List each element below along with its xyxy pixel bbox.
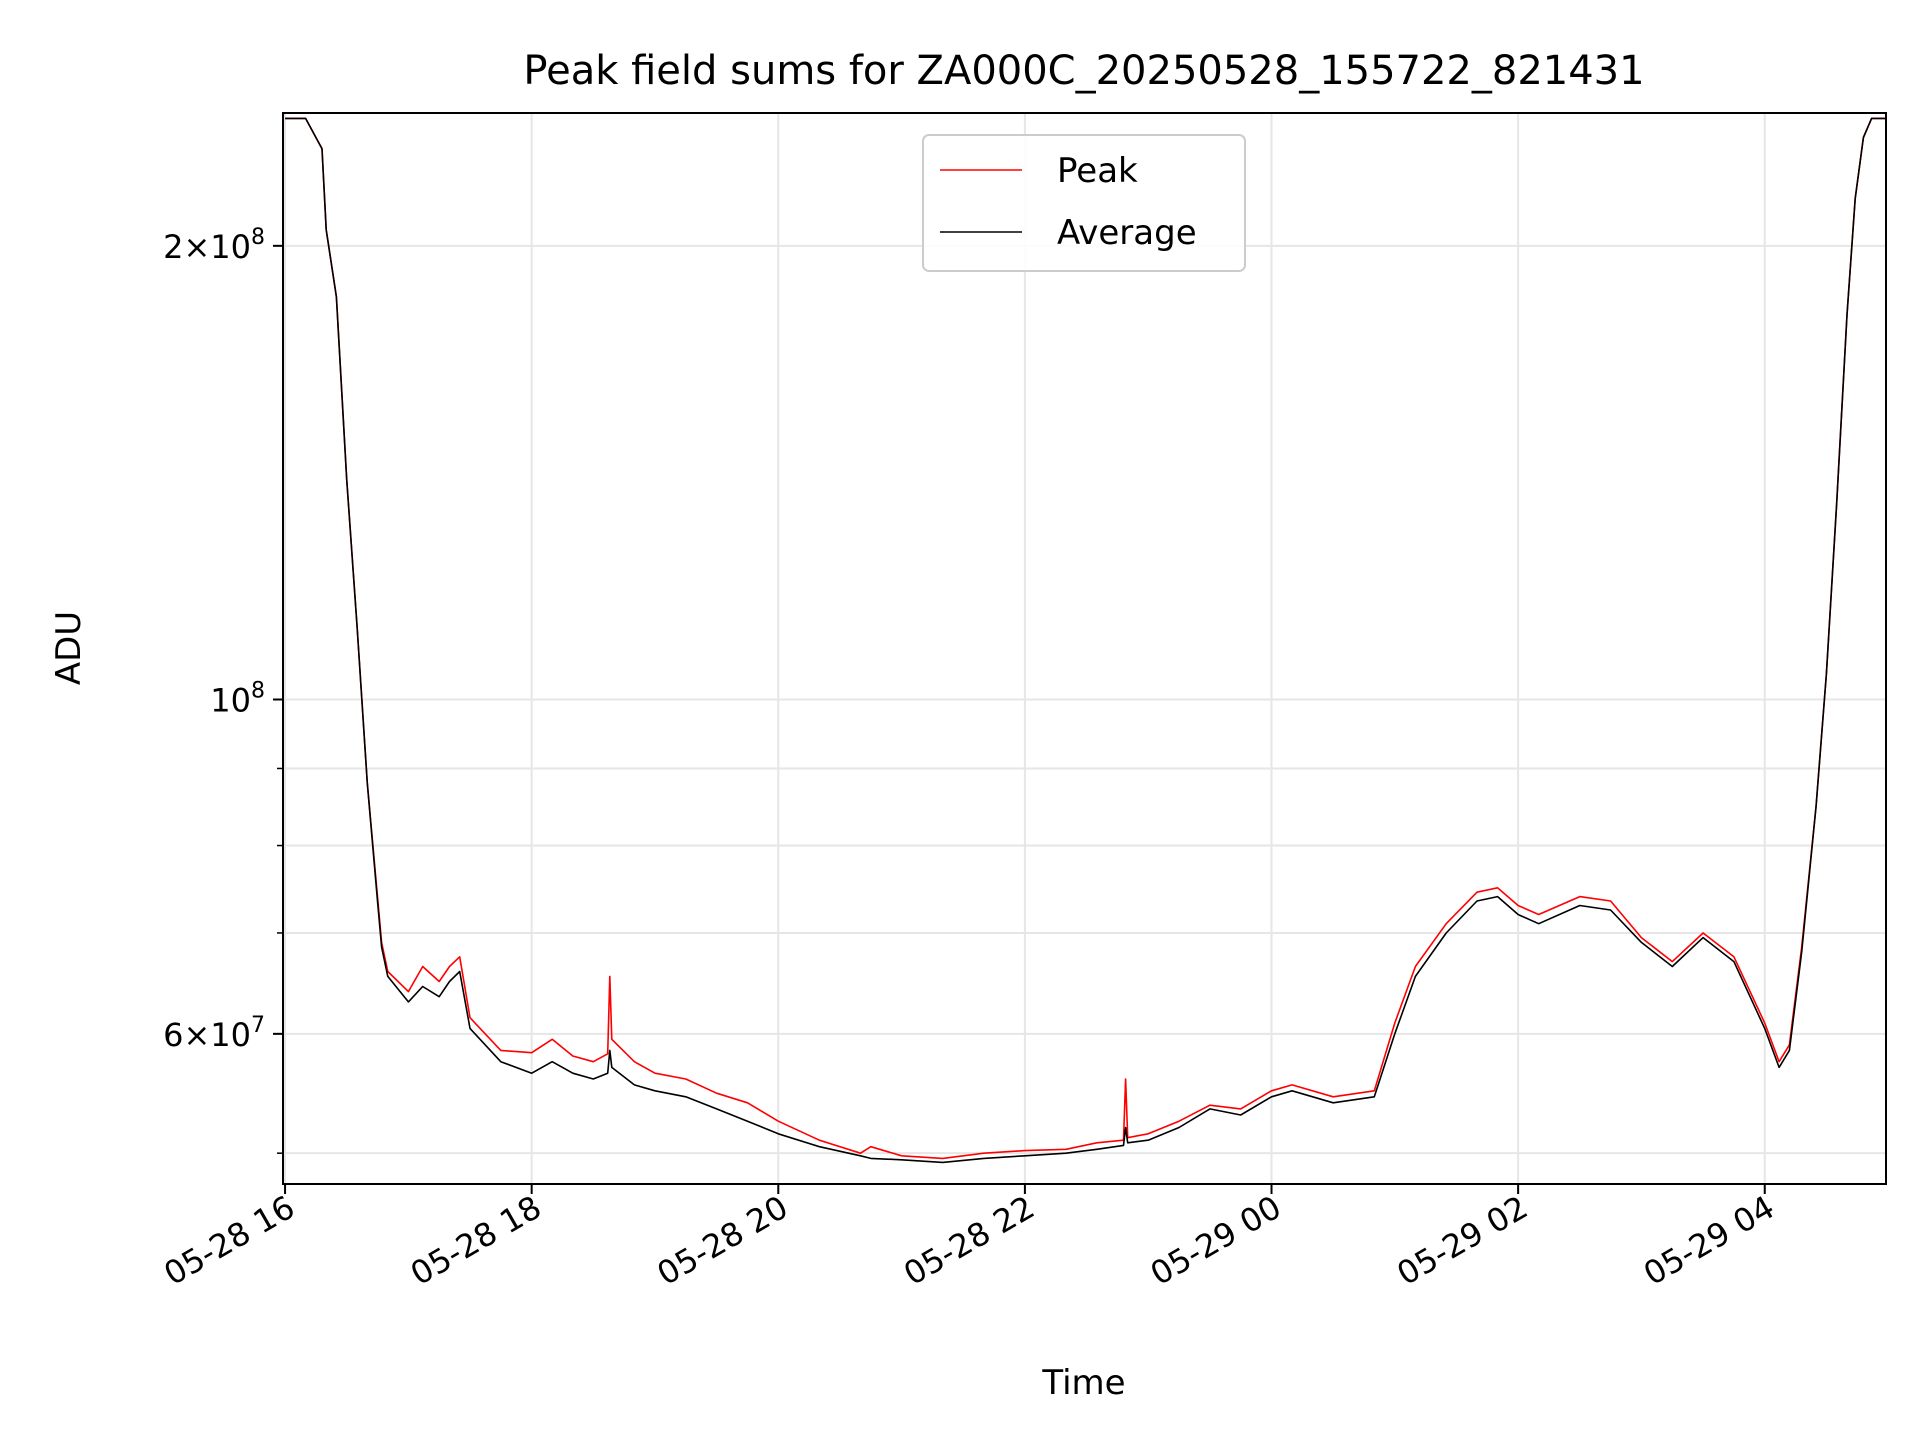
y-axis-label: ADU <box>49 611 89 685</box>
series-line-average <box>285 117 1886 1164</box>
legend-label-average: Average <box>1057 213 1197 253</box>
x-axis-label: Time <box>1041 1363 1125 1403</box>
y-tick-label: 2×108 <box>163 225 265 266</box>
legend-box <box>922 134 1246 272</box>
chart-title: Peak field sums for ZA000C_20250528_1557… <box>523 48 1644 94</box>
y-axis-ticks: 6×107 108 2×108 <box>163 225 283 1154</box>
y-tick-label: 108 <box>210 679 265 720</box>
legend-label-peak: Peak <box>1057 151 1138 191</box>
y-tick-label: 6×107 <box>163 1013 265 1054</box>
series-line-peak <box>285 117 1886 1160</box>
legend: Peak Average <box>922 134 1246 272</box>
plot-area-frame <box>282 112 1887 1185</box>
series-lines <box>285 117 1886 1164</box>
